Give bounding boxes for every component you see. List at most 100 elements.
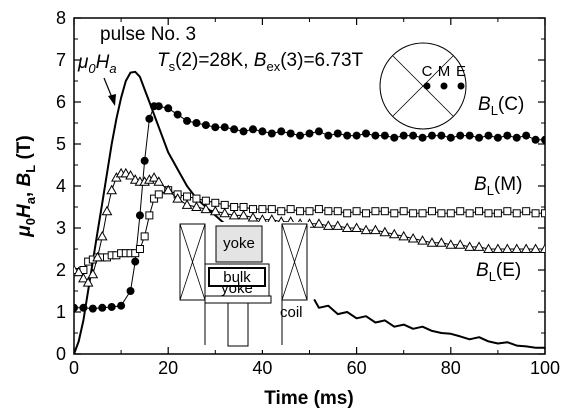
- data-point: [74, 266, 85, 277]
- data-point: [475, 207, 484, 216]
- bulk-sample: [208, 267, 266, 287]
- data-point: [539, 243, 545, 253]
- data-point: [484, 209, 493, 218]
- data-point: [78, 272, 89, 283]
- data-point: [322, 220, 334, 230]
- data-point: [248, 125, 257, 134]
- y-axis-title: μ0Ha, BL (T): [14, 135, 38, 237]
- bex-value: (3)=6.73T: [280, 50, 363, 71]
- data-point: [277, 127, 286, 136]
- series-line: [313, 298, 545, 349]
- data-point: [131, 249, 140, 258]
- data-point: [333, 207, 342, 216]
- data-point: [230, 125, 239, 134]
- y-tick-label: 0: [56, 344, 66, 364]
- data-point: [98, 303, 107, 312]
- mu0ha-suba: a: [109, 61, 116, 76]
- data-point: [181, 199, 193, 209]
- position-c-dot: [423, 82, 431, 90]
- base-plate: [204, 295, 272, 304]
- mu0ha-annotation: μ0Ha: [77, 52, 117, 76]
- data-point: [454, 239, 466, 249]
- data-point: [362, 209, 371, 218]
- conditions-annotation: Ts(2)=28K, Bex(3)=6.73T: [157, 50, 364, 74]
- sensor-position-inset: C M E: [379, 42, 467, 130]
- data-point: [117, 301, 126, 310]
- x-axis-title: Time (ms): [264, 388, 353, 409]
- series-open-triangle: [74, 167, 545, 287]
- y-tick-label: 7: [56, 50, 66, 70]
- bex-b: B: [254, 50, 267, 71]
- data-point: [201, 121, 210, 130]
- data-point: [418, 133, 427, 142]
- data-point: [473, 241, 485, 251]
- data-point: [140, 156, 149, 165]
- y-title-h: H: [14, 203, 35, 218]
- data-point: [511, 243, 523, 253]
- data-point: [286, 205, 295, 214]
- data-point: [446, 209, 455, 218]
- data-point: [341, 222, 353, 232]
- data-point: [512, 209, 521, 218]
- data-point: [371, 207, 380, 216]
- data-point: [351, 222, 362, 232]
- data-point: [371, 131, 380, 140]
- data-point: [541, 135, 545, 144]
- data-point: [220, 123, 229, 132]
- label-bl-c-pos: (C): [498, 94, 524, 115]
- y-tick-labels: 0 1 2 3 4 5 6 7 8: [56, 8, 66, 364]
- data-point: [305, 207, 314, 216]
- mu0ha-mu: μ: [77, 52, 89, 73]
- x-tick-label: 100: [530, 358, 560, 378]
- data-point: [248, 205, 257, 214]
- data-point: [531, 135, 540, 144]
- position-c-label: C: [422, 63, 433, 80]
- data-point: [380, 207, 389, 216]
- mu0ha-h: H: [96, 52, 110, 73]
- data-point: [399, 207, 408, 216]
- data-point: [352, 207, 361, 216]
- data-point: [126, 287, 135, 295]
- data-point: [131, 257, 140, 266]
- data-point: [370, 224, 381, 235]
- y-tick-label: 1: [56, 302, 66, 322]
- data-point: [343, 131, 352, 140]
- data-point: [267, 129, 276, 138]
- data-point: [247, 211, 259, 222]
- data-point: [522, 207, 531, 216]
- data-point: [324, 207, 333, 216]
- data-point: [407, 232, 419, 243]
- yoke-bottom-label: yoke: [221, 280, 253, 297]
- y-title-unit: (T): [14, 135, 35, 165]
- label-bl-e: BL(E): [476, 260, 521, 284]
- data-point: [541, 209, 545, 218]
- data-point: [343, 209, 352, 218]
- data-point: [258, 127, 267, 136]
- label-bl-m-pos: (M): [494, 174, 522, 195]
- data-point: [145, 114, 154, 123]
- data-point: [192, 194, 201, 203]
- coil-right-cross-2: [281, 223, 308, 301]
- y-tick-label: 4: [56, 176, 66, 196]
- label-bl-c-l: L: [491, 103, 498, 118]
- data-point: [79, 303, 88, 312]
- y-tick-label: 2: [56, 260, 66, 280]
- data-point: [418, 209, 427, 218]
- setup-inset: yoke bulk yoke coil: [177, 222, 310, 350]
- bulk-label: bulk: [223, 269, 251, 286]
- y-tick-label: 3: [56, 218, 66, 238]
- data-point: [333, 129, 342, 138]
- series-filled-circle: [74, 102, 545, 313]
- x-tick-label: 80: [441, 358, 461, 378]
- data-point: [220, 200, 229, 209]
- ts-t: T: [157, 50, 170, 71]
- series-layer: [74, 70, 545, 354]
- x-tick-label: 60: [347, 358, 367, 378]
- data-point: [313, 218, 325, 228]
- data-point: [140, 232, 149, 241]
- data-point: [475, 133, 484, 142]
- x-tick-label: 20: [158, 358, 178, 378]
- data-point: [154, 190, 163, 199]
- data-point: [399, 131, 408, 140]
